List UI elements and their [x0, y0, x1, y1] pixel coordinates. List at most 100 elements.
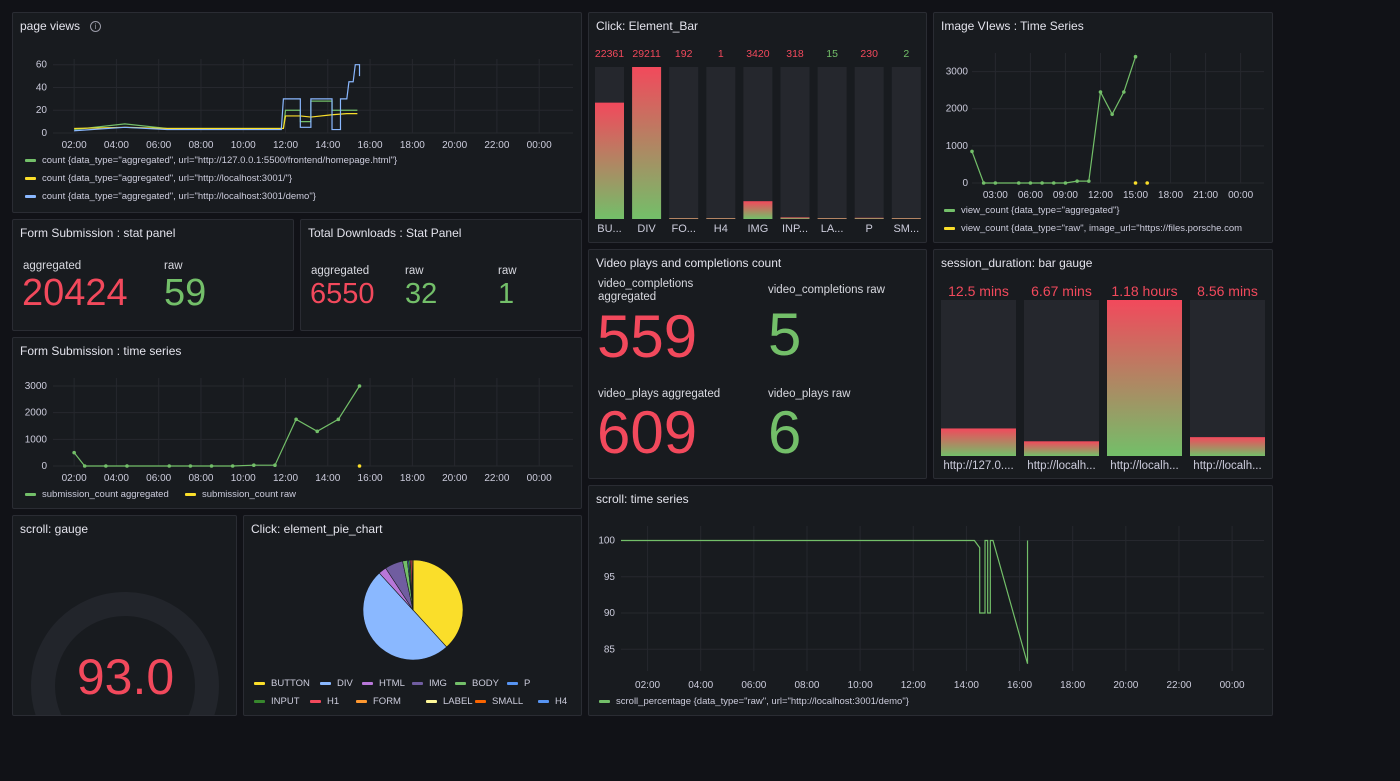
x-tick-label: 02:00: [62, 473, 87, 484]
panel-click-element-bar[interactable]: Click: Element_Bar 22361 BU... 29211 DIV 192…: [588, 12, 927, 243]
legend-item[interactable]: view_count {data_type="raw", image_url="…: [944, 223, 1242, 234]
stat-value: 59: [164, 272, 207, 314]
panel-form-submission-ts[interactable]: Form Submission : time series 0 1000 2000 3…: [12, 337, 582, 509]
legend-item[interactable]: INPUT: [254, 696, 300, 707]
y-tick-label: 40: [36, 82, 48, 93]
bar: [595, 102, 624, 219]
bar-category-label: BU...: [597, 223, 621, 235]
bar-value-label: 318: [786, 48, 804, 60]
bar: [1190, 437, 1265, 456]
data-point: [1110, 112, 1114, 117]
legend-item[interactable]: IMG: [412, 678, 447, 689]
bar-value-label: 15: [826, 48, 838, 60]
legend-item[interactable]: P: [507, 678, 530, 689]
image-views-chart[interactable]: 0 1000 2000 3000 03:00 06:00 09:00 12:00 15:00 18…: [934, 13, 1273, 243]
stat-label: video_completions raw: [768, 284, 885, 296]
x-tick-label: 18:00: [400, 473, 425, 484]
legend-label: submission_count aggregated: [42, 489, 169, 500]
legend-item[interactable]: SMALL: [475, 696, 523, 707]
gauge-chart[interactable]: [13, 516, 237, 716]
legend-item[interactable]: count {data_type="aggregated", url="http…: [25, 173, 292, 184]
panel-page-views[interactable]: page views i 0 20 40 60 02:00 04:00 06:00 08:00 1…: [12, 12, 582, 213]
legend-item[interactable]: scroll_percentage {data_type="raw", url=…: [599, 696, 909, 707]
legend-label: HTML: [379, 678, 405, 689]
stat-value: 559: [597, 303, 698, 370]
panel-click-pie[interactable]: Click: element_pie_chart BUTTON DIV HTML IM…: [243, 515, 582, 716]
bar-category-label: http://localh...: [1027, 460, 1095, 472]
legend-item[interactable]: DIV: [320, 678, 353, 689]
legend-label: IMG: [429, 678, 447, 689]
bar-track: [669, 67, 699, 219]
bar-category-label: http://localh...: [1193, 460, 1261, 472]
bar-track: [854, 67, 884, 219]
bar: [854, 217, 884, 219]
panel-video-plays[interactable]: Video plays and completions count video_…: [588, 249, 927, 479]
x-tick-label: 04:00: [104, 473, 129, 484]
legend-swatch: [254, 700, 265, 703]
legend-label: INPUT: [271, 696, 300, 707]
legend-item[interactable]: submission_count raw: [185, 489, 296, 500]
legend-swatch: [320, 682, 331, 685]
stat-value: 609: [597, 399, 698, 466]
bar-track: [1024, 300, 1099, 456]
gauge-track: [31, 592, 219, 715]
legend-item[interactable]: count {data_type="aggregated", url="http…: [25, 191, 316, 202]
session-bar-gauge[interactable]: 12.5 mins http://127.0.... 6.67 mins http:/…: [934, 250, 1273, 479]
legend-item[interactable]: view_count {data_type="aggregated"}: [944, 205, 1120, 216]
y-tick-label: 2000: [25, 408, 48, 419]
bar-category-label: H4: [714, 223, 728, 235]
x-tick-label: 10:00: [848, 680, 873, 691]
legend-item[interactable]: H4: [538, 696, 567, 707]
panel-scroll-gauge[interactable]: scroll: gauge 93.0: [12, 515, 237, 716]
legend-swatch: [944, 227, 955, 230]
legend-item[interactable]: count {data_type="aggregated", url="http…: [25, 155, 397, 166]
page-views-chart[interactable]: 0 20 40 60 02:00 04:00 06:00 08:00 10:00 12:00 14:…: [13, 13, 582, 213]
x-tick-label: 18:00: [400, 140, 425, 151]
data-point: [1063, 181, 1068, 185]
legend-item[interactable]: HTML: [362, 678, 405, 689]
x-tick-label: 22:00: [484, 473, 509, 484]
series-line: [74, 113, 358, 130]
x-tick-label: 08:00: [188, 473, 213, 484]
x-tick-label: 04:00: [688, 680, 713, 691]
legend-item[interactable]: LABEL: [426, 696, 473, 707]
data-point: [82, 464, 87, 468]
legend-item[interactable]: submission_count aggregated: [25, 489, 169, 500]
legend-item[interactable]: BODY: [455, 678, 499, 689]
legend-swatch: [475, 700, 486, 703]
data-point: [167, 464, 172, 468]
x-tick-label: 16:00: [358, 473, 383, 484]
data-point: [72, 450, 76, 455]
panel-session-duration[interactable]: session_duration: bar gauge 12.5 mins htt…: [933, 249, 1273, 479]
panel-total-downloads[interactable]: Total Downloads : Stat Panel aggregated …: [300, 219, 582, 331]
x-tick-label: 06:00: [1018, 190, 1043, 201]
legend-item[interactable]: FORM: [356, 696, 401, 707]
legend-item[interactable]: BUTTON: [254, 678, 310, 689]
panel-image-views[interactable]: Image VIews : Time Series 0 1000 2000 3000 0…: [933, 12, 1273, 243]
panel-form-submission-stat[interactable]: Form Submission : stat panel aggregated …: [12, 219, 294, 331]
panel-title: Click: Element_Bar: [596, 19, 699, 33]
x-tick-label: 12:00: [1088, 190, 1113, 201]
click-bar-chart[interactable]: 22361 BU... 29211 DIV 192 FO... 1 H4 3420 IMG 318 I…: [589, 13, 927, 243]
panel-title: Form Submission : stat panel: [20, 226, 176, 240]
bar: [669, 218, 699, 219]
bar-value-label: 3420: [746, 48, 770, 60]
form-submission-chart[interactable]: 0 1000 2000 3000 02:00 04:00 06:00 08:00 10:00 12…: [13, 338, 582, 509]
bar-category-label: LA...: [821, 223, 844, 235]
panel-scroll-ts[interactable]: scroll: time series 85 90 95 100 02:00 04:00 0…: [588, 485, 1273, 716]
bar: [780, 217, 810, 219]
panel-title: Total Downloads : Stat Panel: [308, 226, 462, 240]
scroll-chart[interactable]: 85 90 95 100 02:00 04:00 06:00 08:00 10:00 12:00 1…: [589, 486, 1273, 716]
panel-title: scroll: gauge: [20, 522, 89, 536]
y-tick-label: 3000: [946, 67, 969, 78]
bar-value-label: 192: [675, 48, 693, 60]
info-icon[interactable]: i: [90, 21, 102, 33]
panel-title: Image VIews : Time Series: [941, 19, 1084, 33]
legend-item[interactable]: H1: [310, 696, 339, 707]
y-tick-label: 100: [598, 536, 615, 547]
bar-track: [780, 67, 810, 219]
pie-chart[interactable]: [244, 516, 582, 716]
x-tick-label: 20:00: [442, 140, 467, 151]
bar-value-label: 2: [903, 48, 909, 60]
bar-category-label: INP...: [782, 223, 808, 235]
